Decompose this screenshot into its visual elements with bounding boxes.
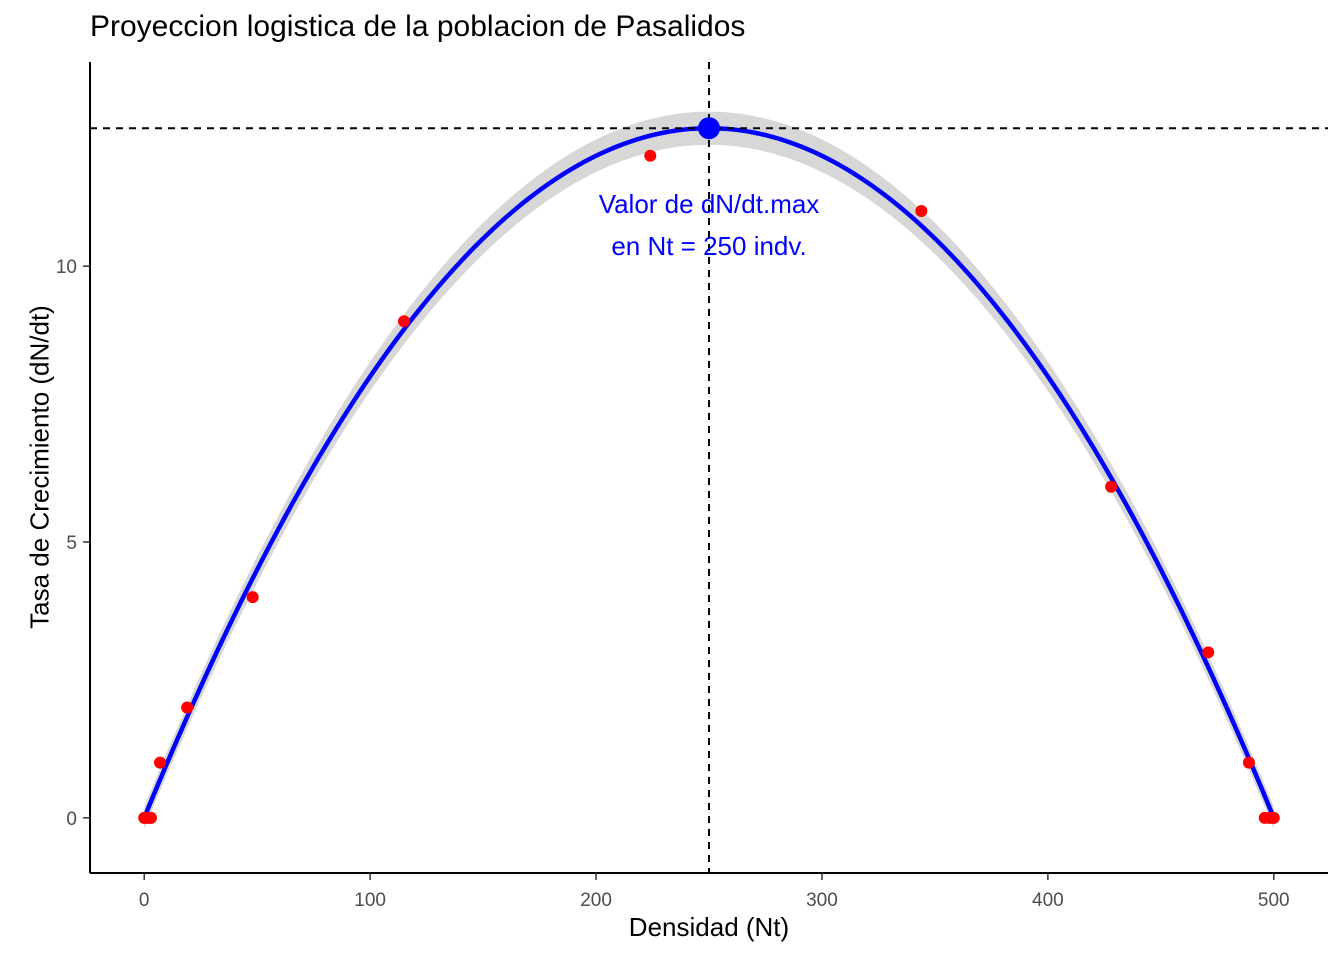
annotation-text: en Nt = 250 indv. xyxy=(611,231,806,261)
y-tick-label: 10 xyxy=(56,257,77,278)
data-point xyxy=(644,149,657,162)
x-axis-label: Densidad (Nt) xyxy=(628,912,790,942)
data-point xyxy=(181,701,194,714)
x-tick-label: 0 xyxy=(139,890,150,911)
data-point xyxy=(154,756,167,769)
x-tick-label: 200 xyxy=(580,890,612,911)
data-point xyxy=(915,204,928,217)
reference-lines-layer xyxy=(90,62,1328,873)
x-tick-label: 500 xyxy=(1258,890,1290,911)
confidence-band xyxy=(144,111,1274,829)
data-point xyxy=(1267,811,1280,824)
data-point xyxy=(1105,480,1118,493)
x-tick-label: 400 xyxy=(1032,890,1064,911)
y-axis-label: Tasa de Crecimiento (dN/dt) xyxy=(24,305,55,629)
annotation-text: Valor de dN/dt.max xyxy=(599,189,820,219)
data-point xyxy=(246,591,259,604)
data-points-layer xyxy=(138,149,1280,824)
data-point xyxy=(144,811,157,824)
data-point xyxy=(1202,646,1215,659)
data-point xyxy=(398,315,411,328)
data-point xyxy=(1242,756,1255,769)
y-tick-label: 5 xyxy=(66,533,77,554)
max-point-layer xyxy=(698,117,720,140)
confidence-band-layer xyxy=(144,111,1274,829)
annotation-layer: Valor de dN/dt.max en Nt = 250 indv. xyxy=(599,189,820,261)
y-tick-label: 0 xyxy=(66,809,77,830)
max-point xyxy=(698,117,720,140)
axes-layer: 0 100 200 300 400 500 0 5 10 xyxy=(56,62,1328,911)
chart-title: Proyeccion logistica de la poblacion de … xyxy=(90,10,746,43)
x-tick-label: 300 xyxy=(806,890,838,911)
x-tick-label: 100 xyxy=(354,890,386,911)
